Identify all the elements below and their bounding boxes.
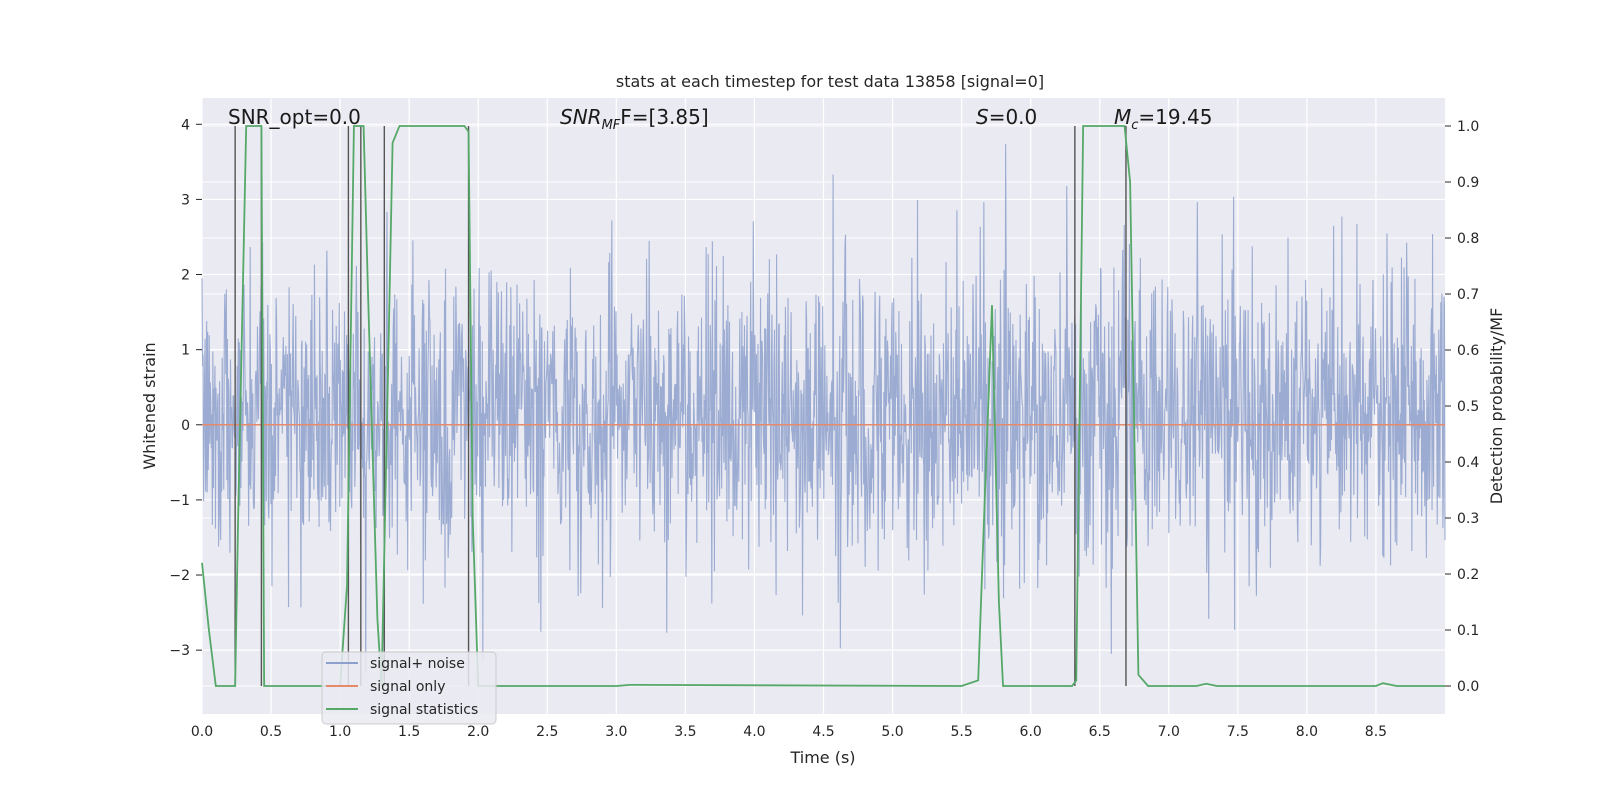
y2-tick-label: 0.0 xyxy=(1457,679,1479,695)
y2-ticks: 0.0 0.1 0.2 0.3 0.4 0.5 0.6 0.7 0.8 0.9 1.0 xyxy=(1445,119,1479,695)
legend-label-signal-statistics: signal statistics xyxy=(370,702,478,718)
annotation-snr-opt: SNR_opt=0.0 xyxy=(228,105,361,129)
x-tick-label: 5.0 xyxy=(881,724,903,740)
annotation-mc: Mc=19.45 xyxy=(1114,105,1212,133)
y-tick-label: 3 xyxy=(181,192,190,208)
y-tick-label: 2 xyxy=(181,268,190,284)
y-tick-label: 4 xyxy=(181,117,190,133)
x-ticks: 0.0 0.5 1.0 1.5 2.0 2.5 3.0 3.5 4.0 4.5 5.0 5.5 6.0 6… xyxy=(191,724,1387,740)
annotation-snr-mf: SNRMFF=[3.85] xyxy=(560,105,709,133)
y2-tick-label: 0.9 xyxy=(1457,175,1479,191)
y-tick-label: −1 xyxy=(169,493,190,509)
y2-tick-label: 0.7 xyxy=(1457,287,1479,303)
x-tick-label: 8.5 xyxy=(1365,724,1387,740)
y-tick-label: −3 xyxy=(169,643,190,659)
y2-tick-label: 0.6 xyxy=(1457,343,1479,359)
x-tick-label: 7.0 xyxy=(1158,724,1180,740)
legend-box xyxy=(321,651,497,725)
x-tick-label: 2.0 xyxy=(467,724,489,740)
x-tick-label: 1.5 xyxy=(398,724,420,740)
chart-title: stats at each timestep for test data 138… xyxy=(616,72,1044,91)
x-tick-label: 3.0 xyxy=(605,724,627,740)
legend: signal+ noise signal only signal statist… xyxy=(321,651,497,725)
annotation-s: S=0.0 xyxy=(976,105,1037,129)
x-tick-label: 5.5 xyxy=(950,724,972,740)
x-tick-label: 7.5 xyxy=(1227,724,1249,740)
signal-statistics-series xyxy=(201,125,1445,687)
y2-tick-label: 0.3 xyxy=(1457,511,1479,527)
signal-noise-line xyxy=(201,144,1446,674)
x-tick-label: 8.0 xyxy=(1296,724,1318,740)
legend-label-signal-noise: signal+ noise xyxy=(370,656,465,672)
x-tick-label: 2.5 xyxy=(536,724,558,740)
y2-axis-label: Detection probability/MF xyxy=(1487,308,1506,505)
x-tick-label: 0.0 xyxy=(191,724,213,740)
signal-statistics-line xyxy=(201,125,1445,687)
x-tick-label: 6.5 xyxy=(1089,724,1111,740)
y-ticks: −3 −2 −1 0 1 2 3 4 xyxy=(169,117,202,659)
y2-tick-label: 0.2 xyxy=(1457,567,1479,583)
x-axis-label: Time (s) xyxy=(789,748,855,767)
y-tick-label: 0 xyxy=(181,418,190,434)
signal-noise-series xyxy=(201,144,1446,674)
x-tick-label: 1.0 xyxy=(329,724,351,740)
y2-tick-label: 0.5 xyxy=(1457,399,1479,415)
x-tick-label: 6.0 xyxy=(1020,724,1042,740)
y2-tick-label: 1.0 xyxy=(1457,119,1479,135)
y-tick-label: 1 xyxy=(181,343,190,359)
x-tick-label: 3.5 xyxy=(674,724,696,740)
x-tick-label: 4.0 xyxy=(743,724,765,740)
y2-tick-label: 0.1 xyxy=(1457,623,1479,639)
y-tick-label: −2 xyxy=(169,568,190,584)
y-axis-label: Whitened strain xyxy=(140,342,159,469)
y2-tick-label: 0.4 xyxy=(1457,455,1479,471)
x-tick-label: 0.5 xyxy=(260,724,282,740)
legend-label-signal-only: signal only xyxy=(370,679,445,695)
x-tick-label: 4.5 xyxy=(812,724,834,740)
y2-tick-label: 0.8 xyxy=(1457,231,1479,247)
